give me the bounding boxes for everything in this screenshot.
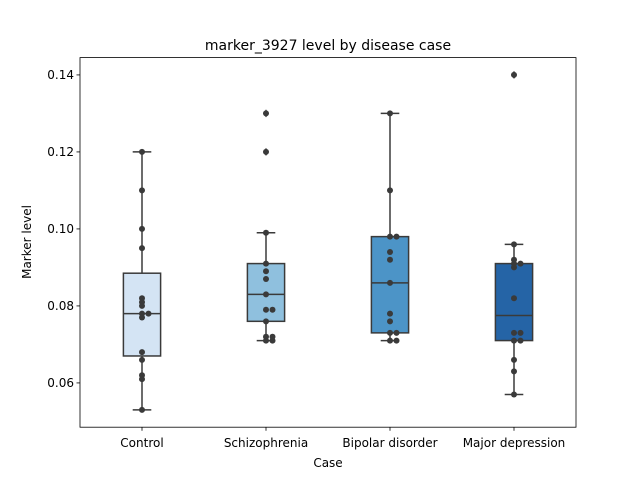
data-point [517,329,524,336]
data-point [517,337,524,344]
plot-frame [79,57,577,428]
data-point [139,314,145,321]
y-tick-label: 0.12 [47,145,74,159]
data-point [393,329,400,336]
data-point [511,356,517,363]
box-group-control [122,148,162,413]
data-point [269,337,276,344]
x-tick-label: Major depression [463,436,566,450]
data-point [263,268,269,275]
data-point [511,71,517,78]
data-point [387,329,393,336]
data-point [145,310,152,317]
data-point [393,337,400,344]
x-tick-label: Control [120,436,163,450]
y-tick-label: 0.06 [47,376,74,390]
data-point [139,302,145,309]
data-point [263,275,269,282]
y-tick-label: 0.08 [47,299,74,313]
data-point [387,337,393,344]
data-point [263,291,269,298]
data-point [263,318,269,325]
data-point [139,406,145,413]
data-point [387,110,393,117]
data-point [517,260,524,267]
y-axis-label: Marker level [20,205,34,279]
box-group-bipolar-disorder [370,110,410,344]
data-point [139,225,145,232]
box-group-schizophrenia [246,109,286,344]
data-point [263,229,269,236]
data-point [511,368,517,375]
y-tick-label: 0.10 [47,222,74,236]
data-point [139,356,145,363]
data-point [393,233,400,240]
data-point [387,249,393,256]
data-point [263,148,269,155]
plot-area [122,70,534,413]
x-axis-label: Case [313,456,342,470]
data-point [387,318,393,325]
data-point [139,148,145,155]
data-point [387,310,393,317]
data-point [511,241,517,248]
data-point [269,306,276,313]
data-point [387,187,393,194]
y-tick-label: 0.14 [47,68,74,82]
data-point [139,245,145,252]
data-point [139,376,145,383]
x-tick-label: Bipolar disorder [342,436,437,450]
data-point [139,187,145,194]
data-point [387,256,393,263]
data-point [387,233,393,240]
data-point [511,329,517,336]
data-point [263,260,269,267]
y-axis: 0.06 0.08 0.10 0.12 0.14 [47,68,80,390]
data-point [387,279,393,286]
x-tick-label: Schizophrenia [224,436,308,450]
data-point [511,337,517,344]
box-group-major-depression [494,70,534,398]
data-point [263,337,269,344]
data-point [511,295,517,302]
data-point [511,391,517,398]
data-point [263,306,269,313]
data-point [511,264,517,271]
data-point [263,110,269,117]
box-iqr [494,262,534,342]
x-axis: Control Schizophrenia Bipolar disorder Majo… [120,427,565,450]
chart-title: marker_3927 level by disease case [205,38,451,54]
data-point [139,349,145,356]
